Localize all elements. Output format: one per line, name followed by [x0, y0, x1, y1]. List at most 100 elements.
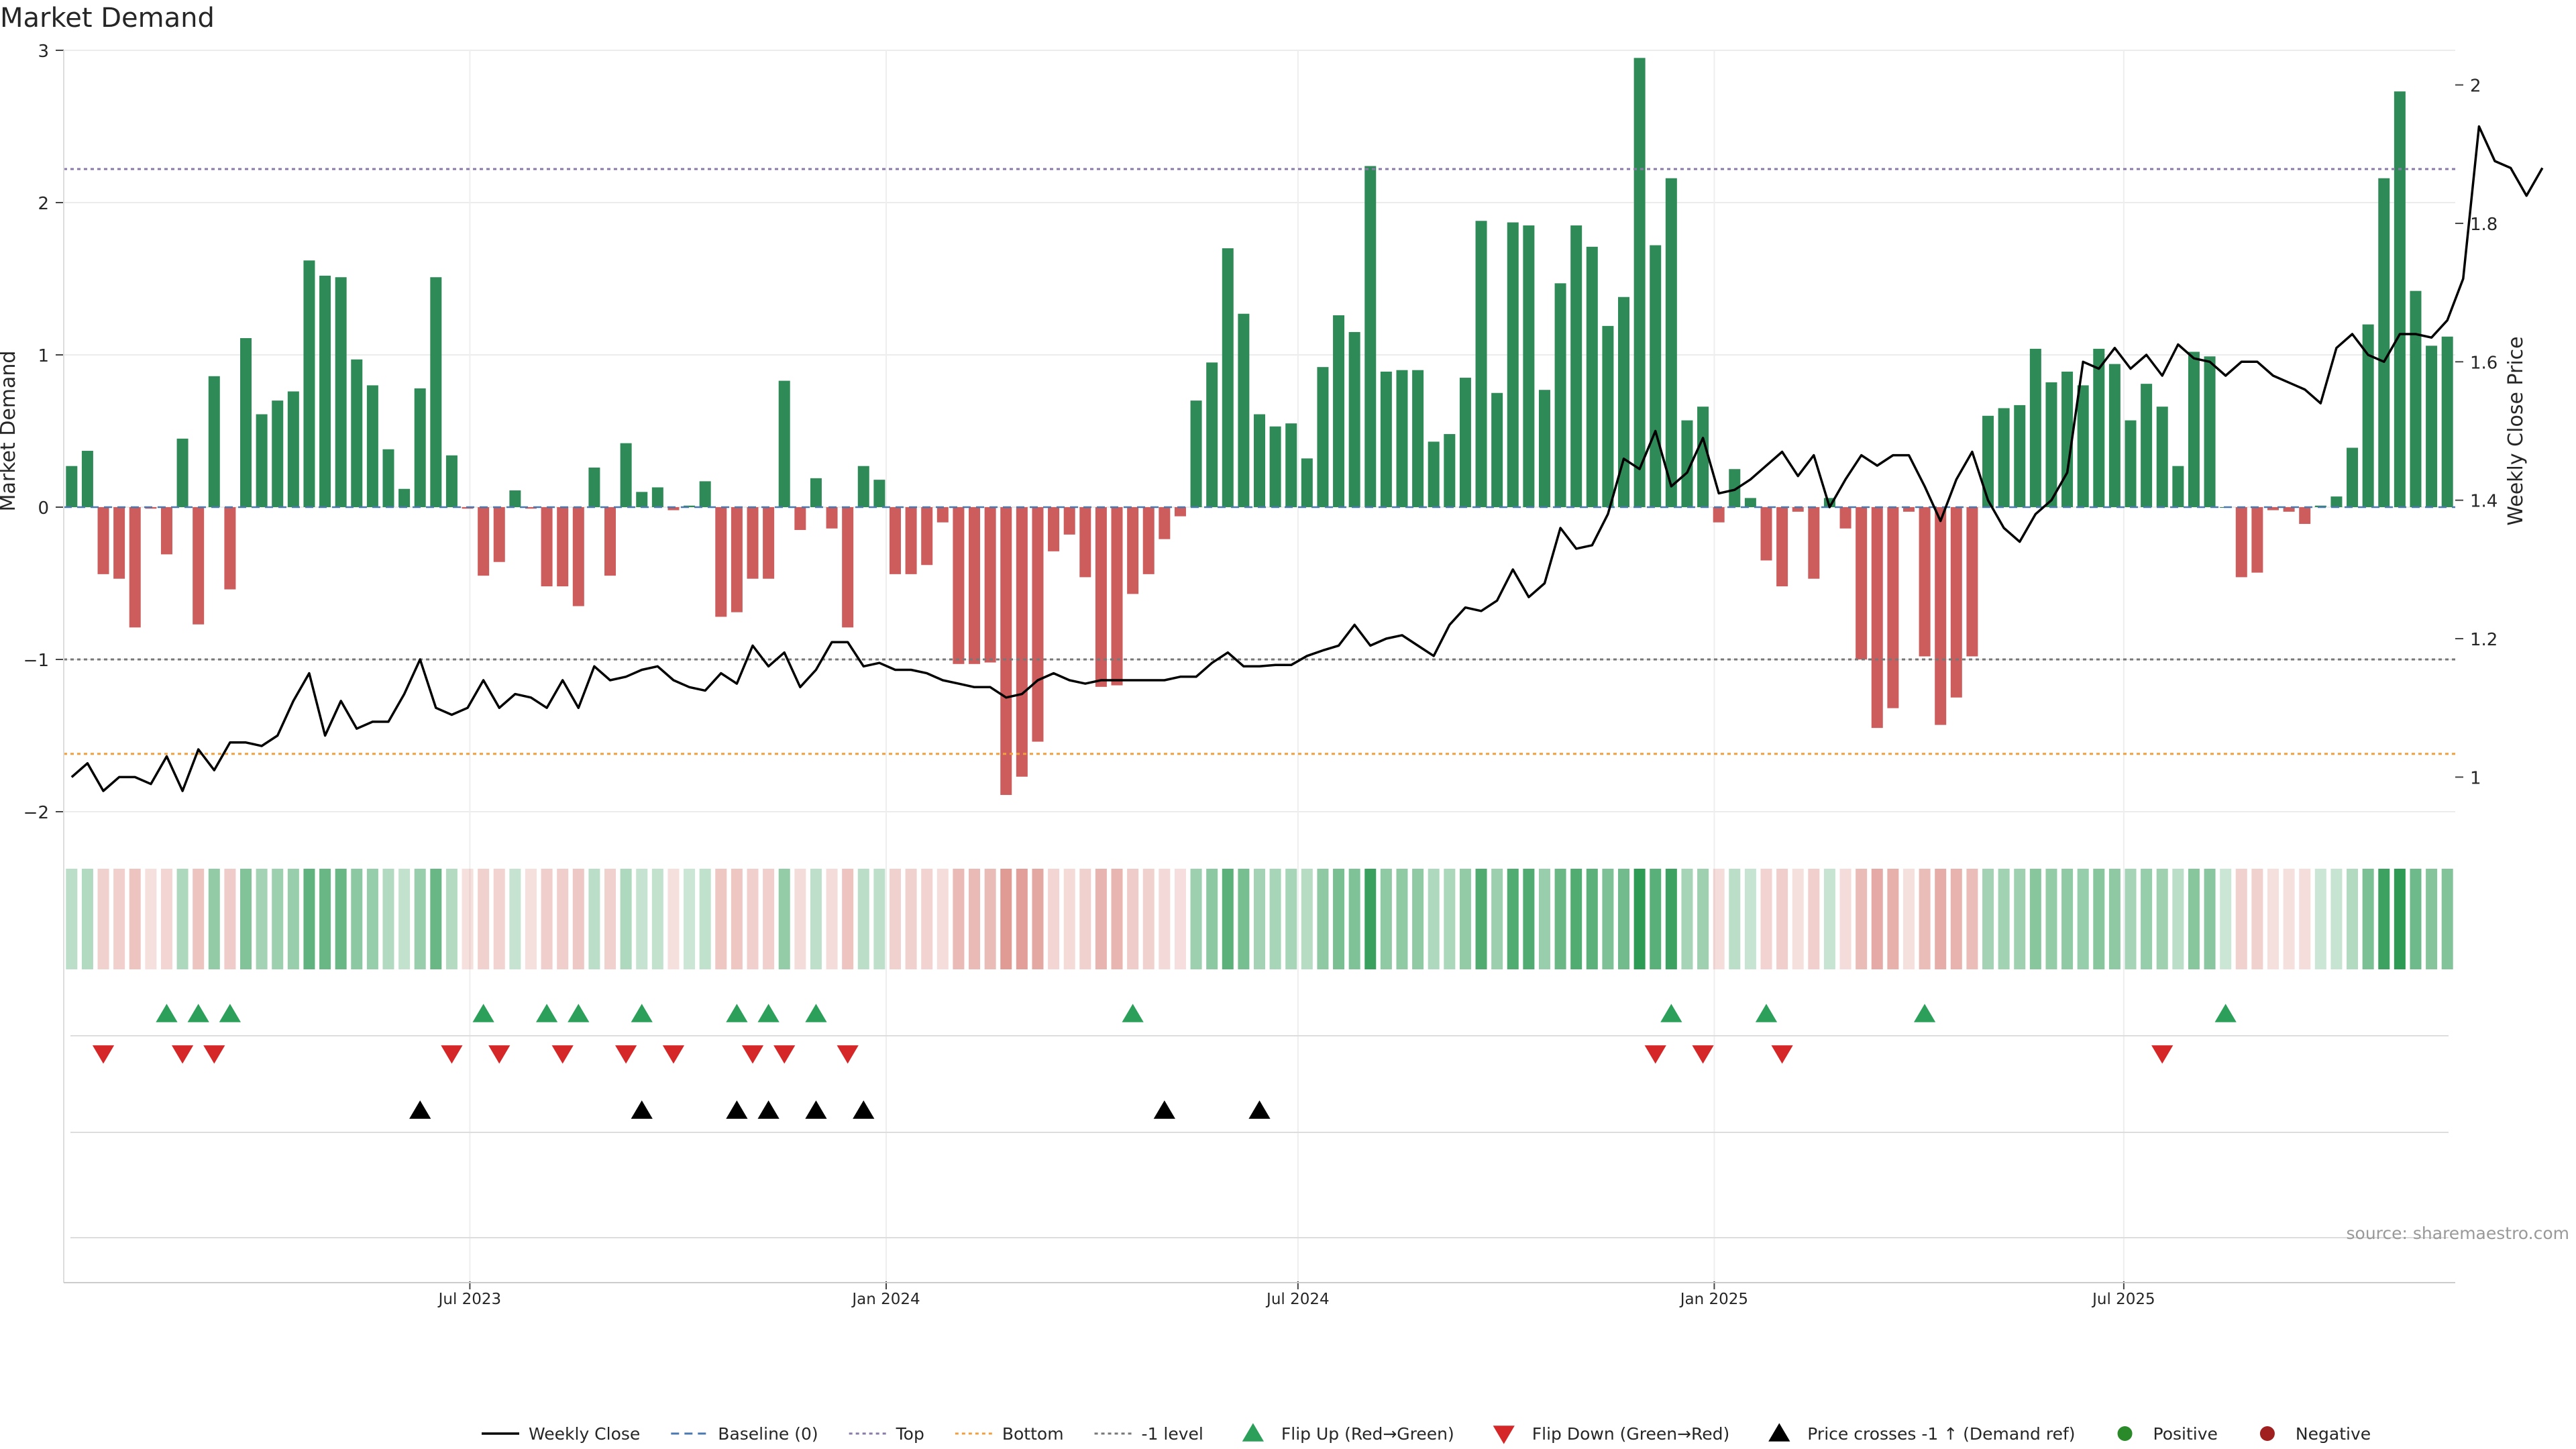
- legend-swatch-positive: [2117, 1426, 2133, 1441]
- heat-cell: [1348, 869, 1360, 969]
- heat-cell: [366, 869, 378, 969]
- heat-cell: [1254, 869, 1265, 969]
- legend-swatch-negative: [2259, 1426, 2275, 1441]
- legend-item: Flip Up (Red→Green): [1242, 1423, 1454, 1444]
- heat-cell: [1887, 869, 1899, 969]
- heat-cell: [1174, 869, 1186, 969]
- flip-down-marker: [551, 1045, 574, 1064]
- demand-bar-negative: [193, 507, 205, 625]
- legend-label: -1 level: [1142, 1424, 1203, 1444]
- demand-bar-negative: [1016, 507, 1028, 777]
- demand-bar-positive: [857, 466, 869, 507]
- heat-cell: [2299, 869, 2311, 969]
- demand-bar-positive: [684, 505, 696, 507]
- heat-cell: [1491, 869, 1503, 969]
- demand-bar-positive: [1254, 414, 1265, 507]
- flip-down-marker: [1692, 1045, 1714, 1064]
- heat-cell: [921, 869, 933, 969]
- heat-cell: [462, 869, 474, 969]
- heat-cell: [1871, 869, 1883, 969]
- demand-bar-positive: [2378, 178, 2390, 507]
- heat-cell: [1016, 869, 1028, 969]
- demand-bar-negative: [541, 507, 553, 587]
- heat-cell: [715, 869, 727, 969]
- y2-tick-label: 1.4: [2470, 492, 2498, 512]
- heat-cell: [1554, 869, 1566, 969]
- demand-bar-positive: [810, 478, 822, 507]
- heat-cell: [66, 869, 78, 969]
- demand-bar-positive: [1396, 370, 1408, 507]
- x-tick-label: Jul 2025: [2091, 1291, 2155, 1308]
- demand-bar-positive: [2347, 447, 2359, 507]
- demand-bars: [66, 58, 2453, 796]
- demand-bar-positive: [651, 487, 663, 507]
- heat-cell: [1950, 869, 1962, 969]
- y2-tick-label: 1.8: [2470, 215, 2498, 235]
- heat-cell: [667, 869, 680, 969]
- price-cross-marker: [805, 1100, 827, 1119]
- heat-cell: [176, 869, 189, 969]
- demand-bar-negative: [1760, 507, 1772, 561]
- heat-cell: [1127, 869, 1139, 969]
- demand-bar-positive: [1665, 178, 1677, 507]
- demand-bar-positive: [335, 277, 347, 507]
- demand-bar-positive: [366, 385, 378, 507]
- demand-bar-negative: [1111, 507, 1123, 686]
- demand-bar-negative: [2235, 507, 2247, 578]
- heat-cell: [2093, 869, 2105, 969]
- flip-up-marker: [2214, 1004, 2237, 1022]
- heat-cell: [2251, 869, 2263, 969]
- y-tick-label: 2: [38, 194, 49, 214]
- y-tick-label: 1: [38, 346, 49, 366]
- heat-cell: [936, 869, 949, 969]
- demand-bar-positive: [445, 455, 458, 507]
- heat-cell: [794, 869, 806, 969]
- demand-bar-negative: [129, 507, 141, 628]
- x-tick-label: Jul 2024: [1265, 1291, 1330, 1308]
- demand-bar-positive: [699, 481, 711, 507]
- flip-down-marker: [2151, 1045, 2174, 1064]
- heat-cell: [2267, 869, 2279, 969]
- demand-bar-negative: [667, 507, 680, 511]
- heat-cell: [2220, 869, 2232, 969]
- demand-bar-positive: [1444, 434, 1456, 507]
- heat-cell: [1142, 869, 1155, 969]
- flip-down-marker: [615, 1045, 637, 1064]
- legend-label: Top: [896, 1424, 924, 1444]
- heat-cell: [1538, 869, 1550, 969]
- demand-bar-positive: [2108, 364, 2121, 507]
- demand-bar-negative: [1902, 507, 1915, 512]
- demand-bar-negative: [1950, 507, 1962, 698]
- demand-bar-positive: [2426, 345, 2438, 507]
- heat-cell: [953, 869, 965, 969]
- y2-tick-label: 1: [2470, 768, 2481, 788]
- heat-cell: [208, 869, 220, 969]
- legend-item: Positive: [2117, 1424, 2218, 1444]
- heat-cell: [969, 869, 981, 969]
- demand-bar-negative: [160, 507, 172, 555]
- flip-up-marker: [805, 1004, 827, 1022]
- flip-down-marker: [488, 1045, 511, 1064]
- demand-bar-positive: [319, 275, 331, 507]
- heat-cell: [731, 869, 743, 969]
- heat-cell: [303, 869, 315, 969]
- heat-cell: [351, 869, 363, 969]
- demand-bar-positive: [1650, 245, 1662, 507]
- demand-bar-positive: [2061, 371, 2074, 507]
- legend-item: -1 level: [1094, 1424, 1203, 1444]
- heat-cell: [2441, 869, 2453, 969]
- heat-cell: [1111, 869, 1123, 969]
- heat-cell: [1681, 869, 1693, 969]
- heat-cell: [129, 869, 141, 969]
- demand-bar-positive: [430, 277, 442, 507]
- demand-bar-negative: [2267, 507, 2279, 511]
- demand-bar-positive: [2029, 348, 2041, 507]
- heat-cell: [1570, 869, 1582, 969]
- demand-bar-negative: [984, 507, 996, 663]
- legend-item: Baseline (0): [671, 1424, 818, 1444]
- demand-bar-negative: [97, 507, 109, 574]
- demand-bar-positive: [1507, 222, 1519, 507]
- demand-bar-positive: [2141, 384, 2153, 507]
- heat-cell: [1982, 869, 1994, 969]
